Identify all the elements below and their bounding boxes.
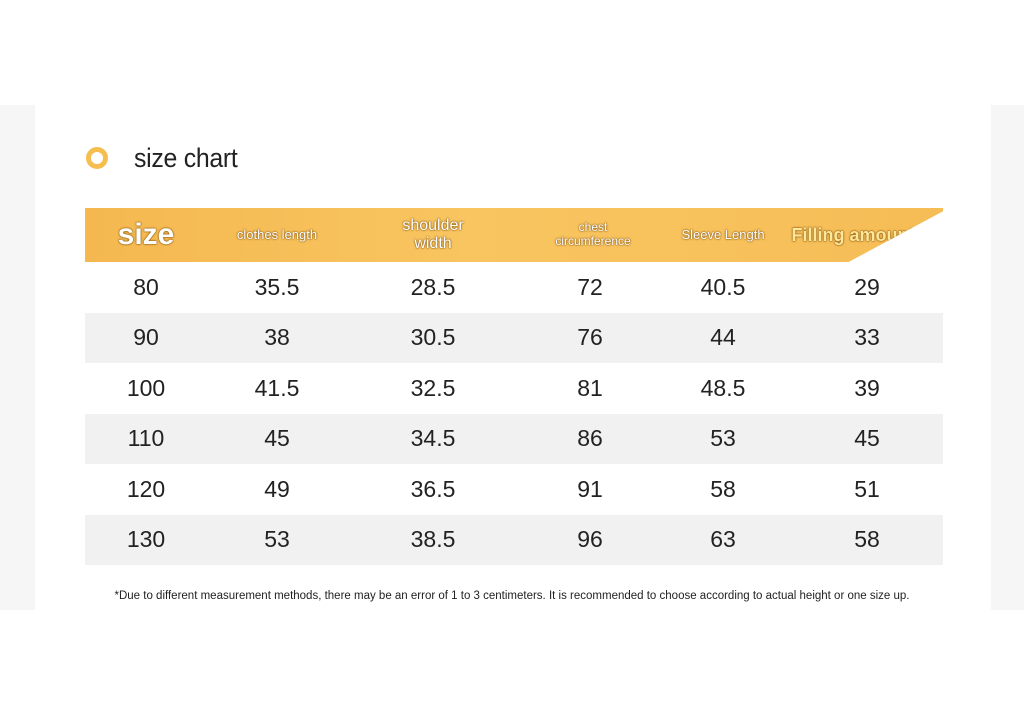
table-row: 130 53 38.5 96 63 58 <box>85 514 943 565</box>
cell-size: 80 <box>133 273 159 300</box>
cell-size: 100 <box>126 374 166 401</box>
table-header: size clothes length shoulder width chest… <box>85 208 943 262</box>
cell-clothes-length: 38 <box>264 324 290 351</box>
size-table: size clothes length shoulder width chest… <box>85 208 943 565</box>
cell-size: 110 <box>127 425 165 452</box>
cell-sleeve-length: 44 <box>710 324 736 351</box>
header-clothes-length: clothes length <box>236 226 318 242</box>
cell-size: 130 <box>126 526 166 553</box>
cell-size: 120 <box>126 475 166 502</box>
table-row: 90 38 30.5 76 44 33 <box>85 312 943 363</box>
header-size: size <box>117 217 175 251</box>
cell-sleeve-length: 63 <box>710 526 736 553</box>
cell-chest-circumference: 81 <box>577 374 603 401</box>
cell-shoulder-width: 38.5 <box>410 526 456 553</box>
measurement-note: *Due to different measurement methods, t… <box>114 590 910 602</box>
table-row: 120 49 36.5 91 58 51 <box>85 464 943 515</box>
cell-filling-amount: 39 <box>854 374 880 401</box>
cell-filling-amount: 33 <box>854 324 880 351</box>
table-row: 80 35.5 28.5 72 40.5 29 <box>85 262 943 313</box>
cell-sleeve-length: 48.5 <box>700 374 746 401</box>
header-filling-amount: Filling amount (g) <box>791 224 943 245</box>
table-row: 110 45 34.5 86 53 45 <box>85 413 943 464</box>
cell-chest-circumference: 86 <box>577 425 603 452</box>
cell-shoulder-width: 28.5 <box>410 273 456 300</box>
cell-sleeve-length: 40.5 <box>700 273 746 300</box>
cell-shoulder-width: 36.5 <box>410 475 456 502</box>
cell-chest-circumference: 72 <box>577 273 603 300</box>
cell-clothes-length: 45 <box>264 425 290 452</box>
cell-filling-amount: 51 <box>854 475 880 502</box>
cell-filling-amount: 58 <box>854 526 880 553</box>
cell-sleeve-length: 58 <box>710 475 736 502</box>
cell-filling-amount: 45 <box>854 425 880 452</box>
title-row: size chart <box>86 140 247 176</box>
cell-clothes-length: 35.5 <box>254 273 300 300</box>
header-shoulder-width: shoulder width <box>402 216 464 252</box>
page-title: size chart <box>134 142 238 173</box>
cell-clothes-length: 53 <box>264 526 290 553</box>
cell-size: 90 <box>133 324 159 351</box>
cell-sleeve-length: 53 <box>710 425 736 452</box>
cell-clothes-length: 41.5 <box>254 374 300 401</box>
cell-shoulder-width: 34.5 <box>410 425 456 452</box>
cell-shoulder-width: 30.5 <box>410 324 456 351</box>
cell-chest-circumference: 76 <box>577 324 603 351</box>
table-row: 100 41.5 32.5 81 48.5 39 <box>85 363 943 414</box>
cell-clothes-length: 49 <box>264 475 290 502</box>
cell-chest-circumference: 96 <box>577 526 603 553</box>
header-sleeve-length: Sleeve Length <box>681 226 765 242</box>
cell-shoulder-width: 32.5 <box>410 374 456 401</box>
cell-chest-circumference: 91 <box>577 475 603 502</box>
header-chest-circumference: chest circumference <box>555 220 631 248</box>
cell-filling-amount: 29 <box>854 273 880 300</box>
ring-icon <box>86 147 108 169</box>
table-body: 80 35.5 28.5 72 40.5 29 90 38 30.5 76 44 33 100 41.5 3… <box>85 262 943 565</box>
